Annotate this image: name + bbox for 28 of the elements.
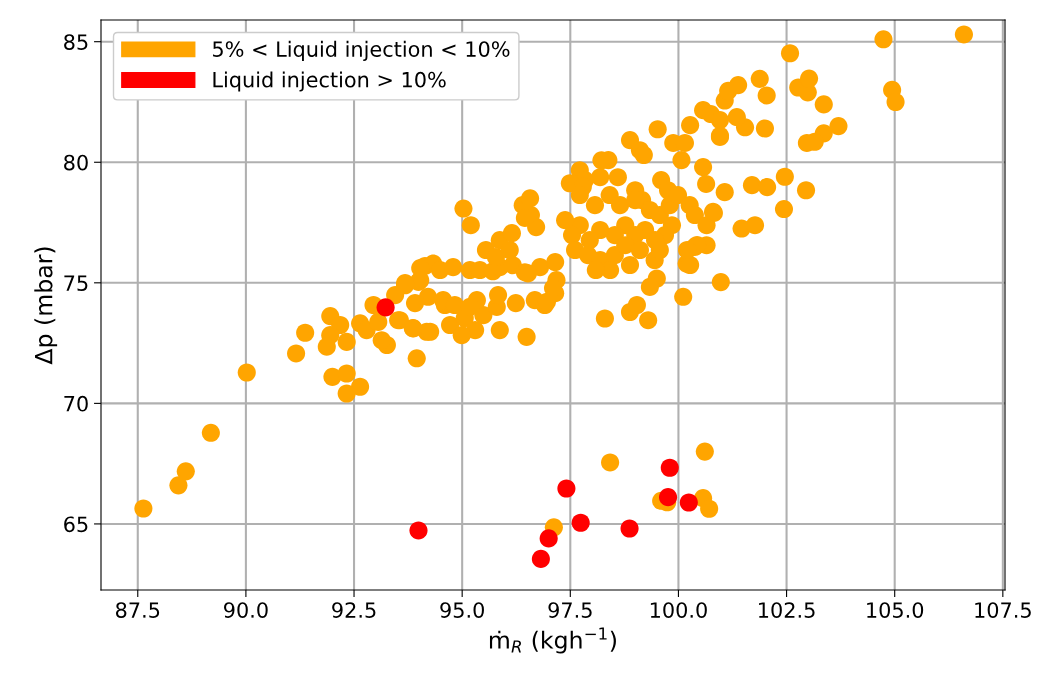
y-tick-label: 85 — [64, 34, 88, 50]
y-tick-label: 80 — [64, 154, 88, 171]
y-tick-label: 70 — [64, 395, 88, 412]
legend-label: Liquid injection > 10% — [213, 71, 446, 92]
x-tick-label: 95.0 — [440, 602, 484, 618]
point — [557, 479, 576, 498]
point — [620, 519, 639, 538]
point — [659, 488, 678, 507]
x-tick-label: 105.0 — [867, 602, 924, 618]
x-tick-label: 100.0 — [650, 602, 707, 618]
x-tick-label: 102.5 — [759, 602, 815, 618]
y-tick-label: 75 — [64, 275, 88, 292]
x-tick-label: 107.5 — [975, 602, 1031, 618]
x-axis-title: ṁ$_{R}$ (kgh$^{−1}$) — [489, 627, 616, 654]
point — [409, 521, 428, 540]
point — [539, 529, 558, 548]
point — [376, 298, 395, 317]
point — [679, 493, 698, 512]
legend-label: 5% < Liquid injection < 10% — [213, 40, 510, 61]
point — [571, 513, 590, 532]
x-tick-label: 92.5 — [332, 602, 376, 618]
point — [660, 458, 679, 477]
x-tick-label: 87.5 — [115, 602, 160, 618]
x-tick-label: 90.0 — [224, 602, 268, 618]
point — [531, 549, 550, 568]
y-tick-label: 65 — [64, 516, 88, 533]
x-tick-label: 97.5 — [548, 602, 592, 618]
y-axis-title: Δp (mbar) — [34, 247, 58, 365]
